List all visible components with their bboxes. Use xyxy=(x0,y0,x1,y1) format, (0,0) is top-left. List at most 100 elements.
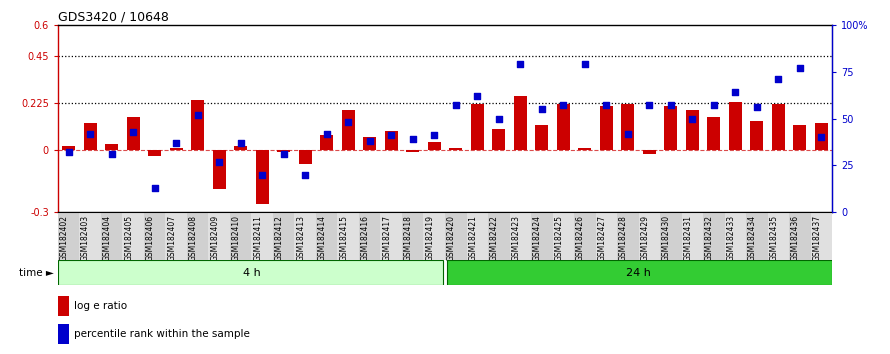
Bar xyxy=(531,212,553,260)
Bar xyxy=(273,212,295,260)
Bar xyxy=(492,129,506,150)
Bar xyxy=(278,150,290,152)
Text: GSM182408: GSM182408 xyxy=(189,215,198,261)
Point xyxy=(427,133,441,138)
Bar xyxy=(729,102,742,150)
Bar xyxy=(660,212,682,260)
Bar xyxy=(337,212,359,260)
Bar xyxy=(514,96,527,150)
Bar xyxy=(213,150,226,189)
Point xyxy=(664,103,678,108)
Bar xyxy=(488,212,509,260)
Point xyxy=(126,129,141,135)
Bar xyxy=(794,125,806,150)
Bar xyxy=(682,212,703,260)
Text: GSM182403: GSM182403 xyxy=(81,215,90,261)
Text: GSM182402: GSM182402 xyxy=(60,215,69,261)
Point xyxy=(491,116,506,121)
Bar xyxy=(466,212,488,260)
Bar xyxy=(79,212,101,260)
Point xyxy=(190,112,205,118)
Point xyxy=(449,103,463,108)
Text: GSM182420: GSM182420 xyxy=(447,215,456,261)
Bar xyxy=(58,296,69,316)
Bar xyxy=(617,212,639,260)
Text: GSM182435: GSM182435 xyxy=(769,215,779,261)
Bar xyxy=(384,131,398,150)
Bar xyxy=(342,110,354,150)
Bar xyxy=(126,116,140,150)
Bar xyxy=(406,150,419,152)
Point xyxy=(341,120,355,125)
Point xyxy=(212,159,226,165)
Bar xyxy=(208,212,230,260)
Bar xyxy=(574,212,595,260)
Point xyxy=(643,103,657,108)
Bar xyxy=(448,260,832,285)
Point xyxy=(707,103,721,108)
Text: GSM182418: GSM182418 xyxy=(404,215,413,261)
Bar xyxy=(686,110,699,150)
Text: GSM182412: GSM182412 xyxy=(275,215,284,261)
Text: GSM182407: GSM182407 xyxy=(167,215,176,261)
Text: log e ratio: log e ratio xyxy=(74,301,127,310)
Text: GSM182432: GSM182432 xyxy=(705,215,714,261)
Point xyxy=(749,104,764,110)
Bar xyxy=(295,212,316,260)
Bar xyxy=(101,212,123,260)
Bar xyxy=(428,142,441,150)
Point xyxy=(556,103,570,108)
Text: 4 h: 4 h xyxy=(243,268,260,278)
Text: GSM182429: GSM182429 xyxy=(640,215,650,261)
Bar xyxy=(234,146,247,150)
Bar xyxy=(510,212,531,260)
Bar xyxy=(535,125,548,150)
Bar xyxy=(62,146,75,150)
Text: GSM182427: GSM182427 xyxy=(597,215,606,261)
Text: GSM182421: GSM182421 xyxy=(468,215,477,261)
Point xyxy=(406,136,420,142)
Point xyxy=(728,90,742,95)
Bar xyxy=(471,104,484,150)
Bar xyxy=(600,106,612,150)
Point xyxy=(384,133,399,138)
Text: GSM182409: GSM182409 xyxy=(210,215,219,261)
Point xyxy=(233,140,247,146)
Point xyxy=(470,93,484,99)
Bar xyxy=(708,116,720,150)
Point xyxy=(514,61,528,67)
Bar xyxy=(191,100,204,150)
Bar xyxy=(58,212,79,260)
Text: GSM182411: GSM182411 xyxy=(253,215,263,261)
Text: GSM182431: GSM182431 xyxy=(684,215,692,261)
Bar xyxy=(621,104,635,150)
Point xyxy=(685,116,700,121)
Point xyxy=(362,138,376,144)
Bar xyxy=(772,104,785,150)
Bar xyxy=(424,212,445,260)
Bar xyxy=(230,212,252,260)
Point xyxy=(814,135,829,140)
Bar xyxy=(381,212,402,260)
Point xyxy=(61,149,76,155)
Bar xyxy=(643,150,656,154)
Point xyxy=(277,152,291,157)
Text: GSM182413: GSM182413 xyxy=(296,215,305,261)
Bar xyxy=(299,150,312,165)
Point xyxy=(148,185,162,191)
Text: GSM182434: GSM182434 xyxy=(748,215,756,261)
Text: GSM182424: GSM182424 xyxy=(533,215,542,261)
Bar xyxy=(595,212,617,260)
Text: GSM182416: GSM182416 xyxy=(360,215,369,261)
Text: GSM182428: GSM182428 xyxy=(619,215,627,261)
Bar xyxy=(58,260,442,285)
Text: GSM182425: GSM182425 xyxy=(554,215,563,261)
Point xyxy=(320,131,334,136)
Text: percentile rank within the sample: percentile rank within the sample xyxy=(74,329,250,339)
Bar xyxy=(320,135,333,150)
Bar xyxy=(255,150,269,204)
Text: GSM182423: GSM182423 xyxy=(511,215,521,261)
Bar xyxy=(639,212,660,260)
Point xyxy=(793,65,807,71)
Text: GSM182430: GSM182430 xyxy=(662,215,671,261)
